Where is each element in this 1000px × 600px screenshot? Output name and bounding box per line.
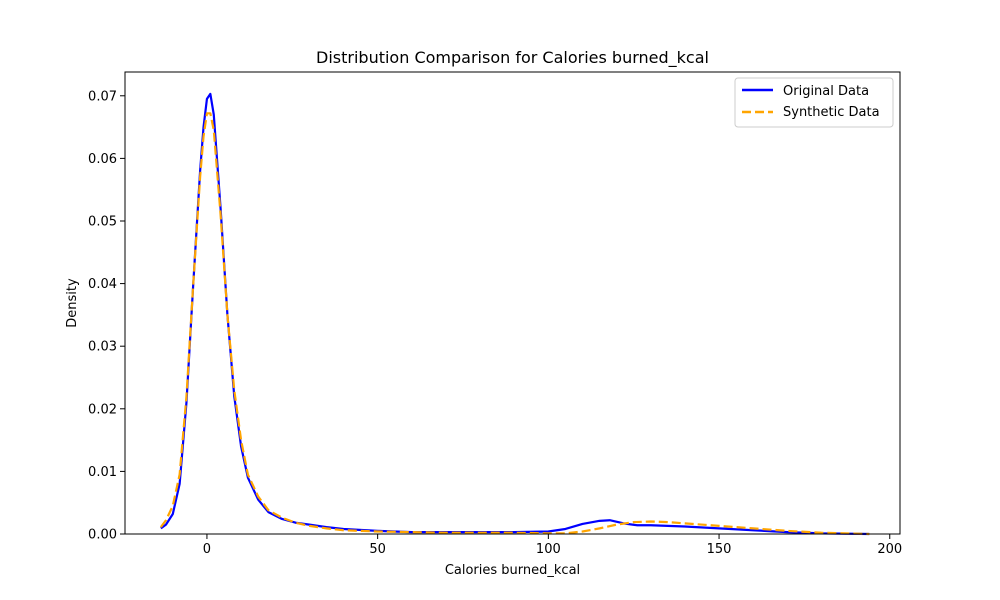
y-tick-label: 0.01 [88, 465, 117, 480]
x-tick-label: 50 [369, 542, 386, 557]
x-tick-label: 200 [877, 542, 902, 557]
legend-box [734, 77, 894, 128]
y-tick-label: 0.02 [88, 402, 117, 417]
legend-label-original: Original Data [783, 84, 869, 99]
legend: Original Data Synthetic Data [734, 77, 894, 128]
legend-label-synthetic: Synthetic Data [783, 105, 880, 120]
series-line-synthetic [159, 112, 870, 536]
plot-frame [124, 71, 901, 535]
x-tick-label: 150 [707, 542, 732, 557]
chart-title: Distribution Comparison for Calories bur… [316, 48, 709, 68]
x-tick-label: 100 [536, 542, 561, 557]
plot-lines [159, 92, 870, 536]
y-tick-label: 0.04 [88, 277, 117, 292]
y-tick-label: 0.07 [88, 89, 117, 104]
y-axis-label: Density [65, 278, 80, 328]
y-tick-label: 0.05 [88, 214, 117, 229]
y-tick-label: 0.06 [88, 152, 117, 167]
y-axis: 0.00 0.01 0.02 0.03 0.04 0.05 0.06 0.07 [88, 89, 125, 543]
y-tick-label: 0.03 [88, 340, 117, 355]
x-axis: 0 50 100 150 200 [203, 534, 902, 557]
y-tick-label: 0.00 [88, 528, 117, 543]
x-axis-label: Calories burned_kcal [445, 563, 580, 578]
x-tick-label: 0 [203, 542, 211, 557]
